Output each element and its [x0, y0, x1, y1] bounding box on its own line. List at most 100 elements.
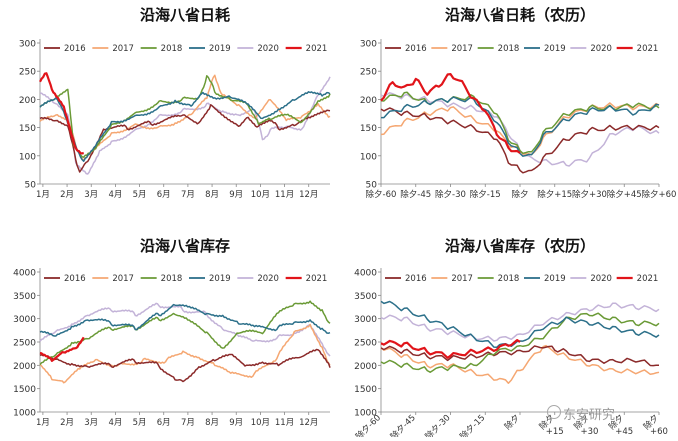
x-tick-label: 6月	[157, 190, 171, 200]
y-tick-label: 150	[360, 124, 377, 134]
series-line-2019	[39, 303, 331, 337]
x-tick-label: 除夕-45	[388, 412, 418, 437]
legend-label-2020: 2020	[257, 44, 279, 54]
series-line-2017	[39, 74, 331, 161]
chart-title: 沿海八省库存（农历）	[445, 237, 595, 255]
legend-label-2017: 2017	[451, 44, 473, 54]
x-tick-label: 8月	[205, 190, 219, 200]
y-tick-label: 3000	[354, 315, 377, 325]
chart-1: 沿海八省日耗 50 100 150 200 250 300 1月 2月 3月 4月 5月 6月 7月 8月 9…	[19, 6, 331, 200]
x-tick-label: 12月	[299, 190, 318, 200]
y-axis: 1000 1500 2000 2500 3000 3500 4000	[354, 268, 382, 419]
legend-label-2017: 2017	[112, 274, 134, 284]
series-line-2018	[39, 75, 331, 158]
x-tick-label: 2月	[60, 190, 74, 200]
series-line-2019	[381, 96, 660, 157]
y-tick-label: 150	[19, 124, 36, 134]
y-tick-label: 300	[19, 40, 36, 50]
legend-label-2019: 2019	[544, 44, 566, 54]
chart-title: 沿海八省日耗	[140, 6, 230, 24]
legend: 2016 2017 2018 2019 2020 2021	[385, 44, 658, 54]
series-line-2021	[39, 72, 84, 155]
x-tick-label: 3月	[84, 190, 98, 200]
x-axis: 1月 2月 3月 4月 5月 6月 7月 8月 9月 10月 11月 12月	[36, 183, 330, 200]
y-tick-label: 4000	[13, 269, 36, 279]
series-line-2021	[380, 73, 521, 154]
y-tick-label: 50	[25, 181, 37, 191]
legend-label-2016: 2016	[405, 274, 427, 284]
y-tick-label: 2500	[354, 339, 377, 349]
y-axis: 50 100 150 200 250 300	[19, 39, 41, 191]
legend-label-2021: 2021	[637, 44, 659, 54]
y-tick-label: 3500	[13, 292, 36, 302]
series-line-2016	[380, 345, 659, 367]
y-tick-label: 2000	[354, 362, 377, 372]
legend-label-2020: 2020	[257, 274, 279, 284]
y-tick-label: 250	[19, 68, 36, 78]
series-line-2016	[39, 348, 331, 383]
x-tick-label: 8月	[205, 418, 219, 428]
chart-title: 沿海八省库存	[140, 237, 230, 255]
series-line-2021	[380, 339, 521, 359]
x-tick-label: 5月	[133, 418, 147, 428]
y-tick-label: 200	[360, 96, 377, 106]
x-tick-label: 11月	[275, 190, 294, 200]
x-tick-label: 除夕+30	[572, 189, 607, 200]
chart-3: 沿海八省库存 1000 1500 2000 2500 3000 3500 4000 1月 2月 3月…	[13, 237, 331, 428]
x-tick-label: 除夕-45	[400, 189, 431, 200]
y-tick-label: 250	[360, 68, 377, 78]
x-tick-sub-label: +15	[546, 427, 564, 437]
x-tick-sub-label: +30	[581, 427, 599, 437]
x-tick-label: 除夕+15	[537, 189, 572, 200]
legend-label-2017: 2017	[451, 274, 473, 284]
y-tick-label: 1000	[13, 409, 36, 419]
y-tick-label: 4000	[354, 269, 377, 279]
x-axis: 1月 2月 3月 4月 5月 6月 7月 8月 9月 10月 11月 12月	[36, 411, 330, 428]
y-tick-label: 3500	[354, 292, 377, 302]
legend-label-2016: 2016	[64, 274, 86, 284]
legend-label-2016: 2016	[405, 44, 427, 54]
legend: 2016 2017 2018 2019 2020 2021	[44, 274, 327, 284]
y-tick-label: 2500	[13, 339, 36, 349]
legend-label-2019: 2019	[209, 274, 231, 284]
x-tick-label: 除夕	[502, 412, 522, 432]
series-line-2016	[39, 104, 331, 173]
x-tick-label: 7月	[181, 418, 195, 428]
x-tick-label: 4月	[108, 190, 122, 200]
y-axis: 50 100 150 200 250 300	[360, 39, 382, 191]
x-tick-label: 2月	[60, 418, 74, 428]
x-tick-label: 除夕	[511, 189, 528, 200]
x-tick-label: 10月	[251, 418, 270, 428]
series-line-2020	[39, 76, 331, 175]
legend-label-2020: 2020	[590, 274, 612, 284]
y-tick-label: 100	[19, 152, 36, 162]
y-tick-label: 50	[366, 181, 378, 191]
series-line-2021	[39, 336, 85, 362]
x-tick-sub-label: +45	[615, 427, 633, 437]
y-tick-label: 1500	[354, 385, 377, 395]
legend-label-2020: 2020	[590, 44, 612, 54]
y-tick-label: 1500	[13, 385, 36, 395]
y-tick-label: 200	[19, 96, 36, 106]
legend-label-2021: 2021	[306, 274, 328, 284]
legend-label-2021: 2021	[637, 274, 659, 284]
x-tick-sub-label: +60	[650, 427, 668, 437]
x-tick-label: 除夕+60	[642, 189, 677, 200]
legend: 2016 2017 2018 2019 2020 2021	[385, 274, 658, 284]
y-tick-label: 100	[360, 152, 377, 162]
y-tick-label: 1000	[354, 409, 377, 419]
x-tick-label: 7月	[181, 190, 195, 200]
x-tick-label: 除夕-30	[423, 412, 453, 437]
x-tick-label: 除夕-60	[366, 189, 397, 200]
series-line-2020	[39, 302, 331, 357]
x-tick-label: 4月	[108, 418, 122, 428]
x-tick-label: 除夕-15	[470, 189, 501, 200]
legend-label-2021: 2021	[306, 44, 328, 54]
x-tick-label: 9月	[229, 418, 243, 428]
legend-label-2018: 2018	[498, 44, 520, 54]
x-tick-label: 11月	[275, 418, 294, 428]
series-line-2018	[39, 300, 331, 366]
legend-label-2016: 2016	[64, 44, 86, 54]
